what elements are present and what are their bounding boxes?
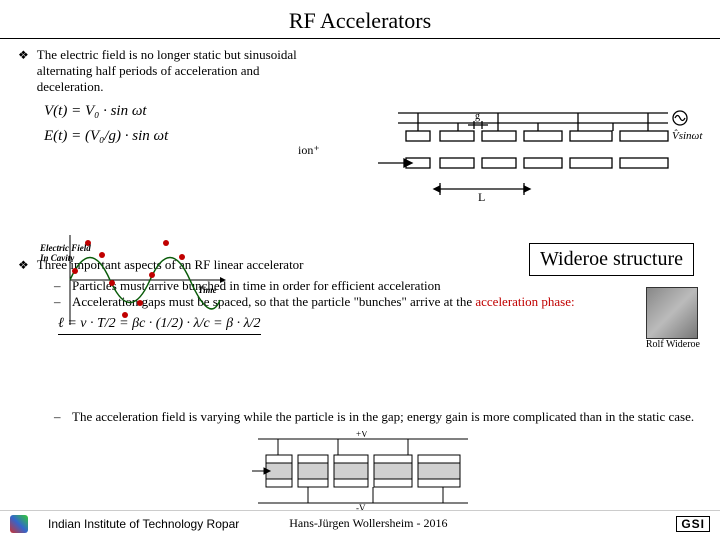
bullet-1: ❖ The electric field is no longer static… xyxy=(18,47,318,95)
g-label: g xyxy=(475,111,480,122)
gsi-logo: GSI xyxy=(676,516,710,532)
footer: Indian Institute of Technology Ropar Han… xyxy=(0,510,720,536)
iit-logo-icon xyxy=(10,515,28,533)
portrait-placeholder xyxy=(646,287,698,339)
efield-chart: Electric Field In Cavity Time xyxy=(40,225,230,335)
rolf-caption: Rolf Wideroe xyxy=(646,339,700,350)
ion-label: ion⁺ xyxy=(298,143,320,158)
page-title: RF Accelerators xyxy=(0,0,720,38)
sub-3: –The acceleration field is varying while… xyxy=(54,409,702,425)
formula-e: E(t) = (V₀/g) · sin ωt xyxy=(44,128,318,145)
bullet-icon: ❖ xyxy=(18,47,29,95)
wideroe-structure-diagram: g L V̂sinωt xyxy=(378,103,708,253)
rolf-photo: Rolf Wideroe xyxy=(646,287,700,350)
source-label: V̂sinωt xyxy=(672,129,703,142)
divider xyxy=(0,38,720,39)
bullet-1-text: The electric field is no longer static b… xyxy=(37,47,318,95)
bullet-icon: ❖ xyxy=(18,257,29,274)
wideroe-label-box: Wideroe structure xyxy=(529,243,694,276)
l-label: L xyxy=(478,190,485,204)
svg-text:Time: Time xyxy=(198,285,217,295)
bottom-tubes-diagram: +V -V xyxy=(248,431,478,511)
svg-text:+V: +V xyxy=(356,431,368,439)
footer-institute: Indian Institute of Technology Ropar xyxy=(48,517,239,531)
svg-text:In Cavity: In Cavity xyxy=(40,253,75,263)
svg-text:Electric Field: Electric Field xyxy=(40,243,91,253)
formula-v: V(t) = V₀ · sin ωt xyxy=(44,103,318,120)
footer-author: Hans-Jürgen Wollersheim - 2016 xyxy=(289,516,447,531)
